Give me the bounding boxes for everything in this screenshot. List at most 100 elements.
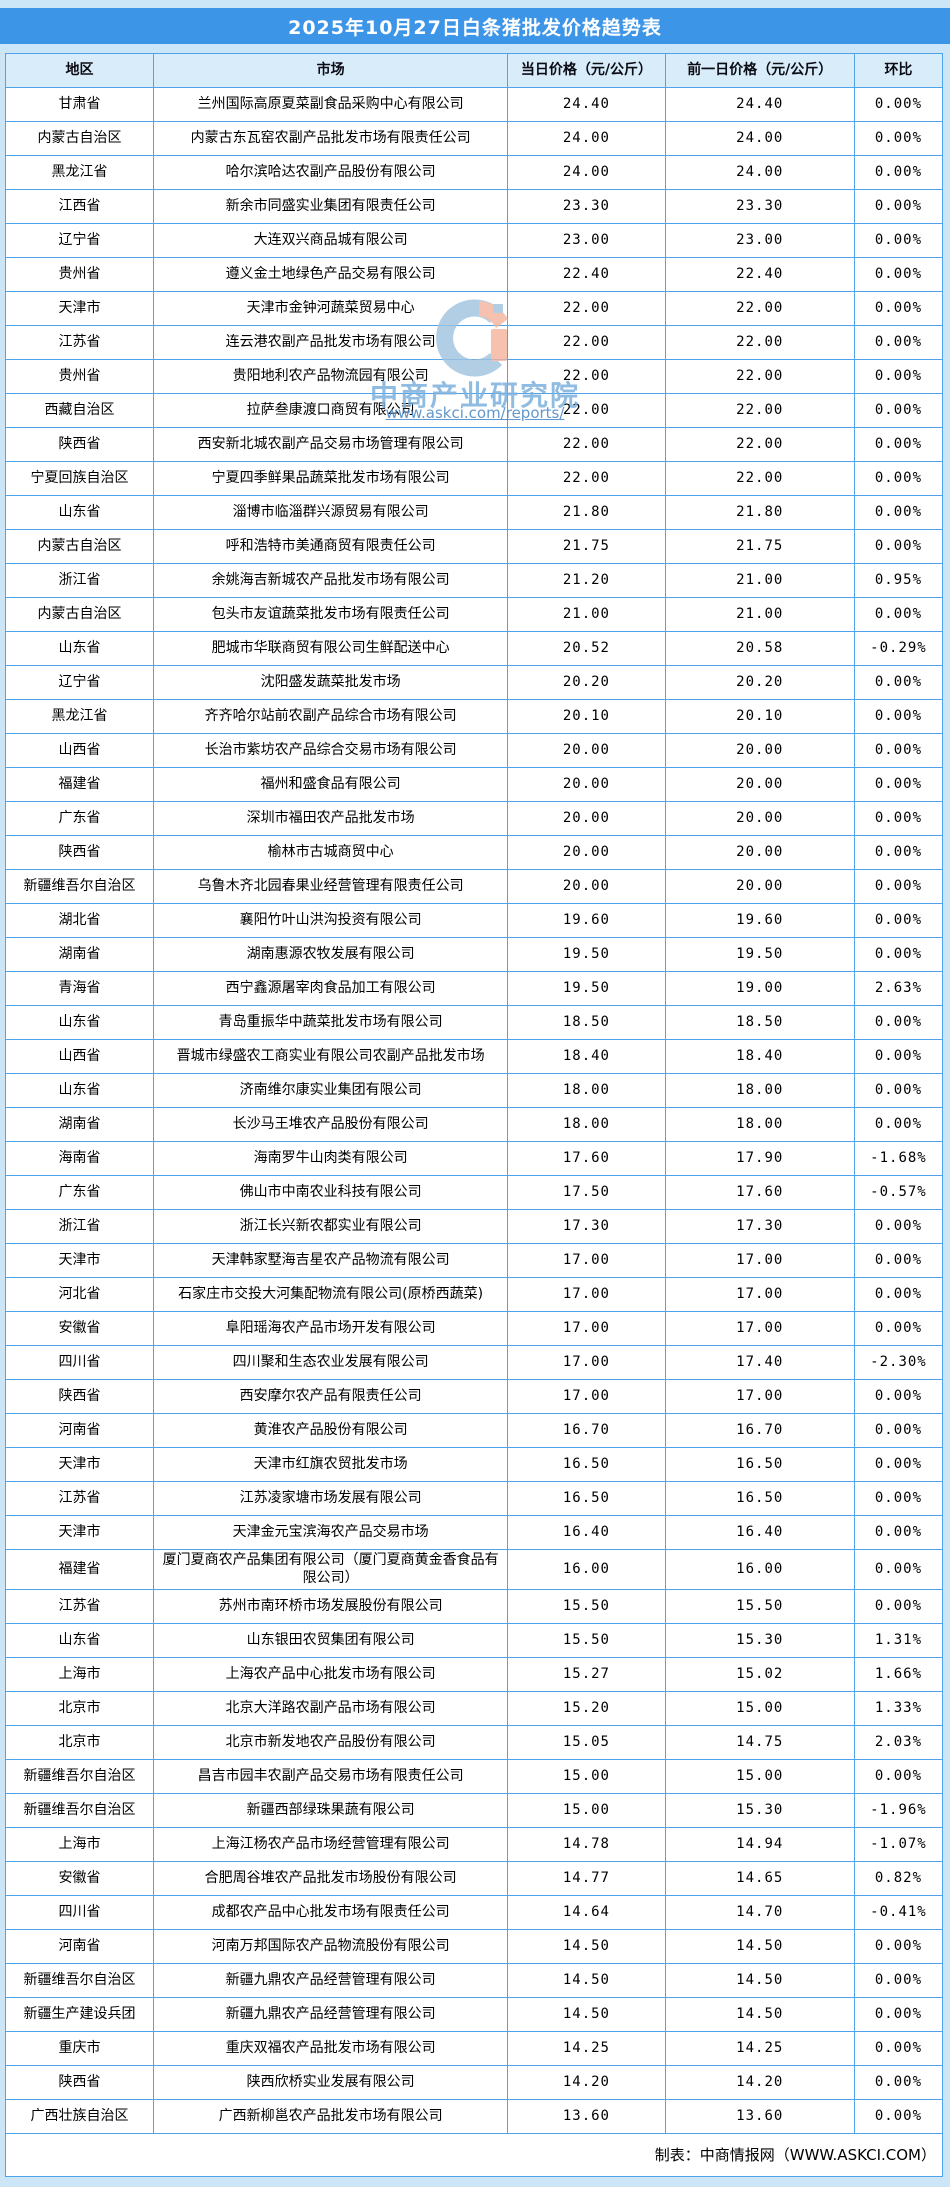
price-cell: 21.80: [507, 495, 666, 530]
page-title: 2025年10月27日白条猪批发价格趋势表: [0, 8, 950, 44]
prev-price-cell: 17.00: [664, 1243, 855, 1278]
prev-price-cell: 24.40: [664, 87, 855, 122]
change-cell: 0.00%: [853, 835, 944, 870]
price-cell: 14.50: [507, 1963, 666, 1998]
change-cell: 0.00%: [853, 869, 944, 904]
price-cell: 22.00: [507, 359, 666, 394]
table-row: 广东省 佛山市中南农业科技有限公司 17.50 17.60 -0.57%: [4, 1175, 944, 1210]
price-cell: 22.00: [507, 291, 666, 326]
table-row: 陕西省 榆林市古城商贸中心 20.00 20.00 0.00%: [4, 835, 944, 870]
price-cell: 17.00: [507, 1311, 666, 1346]
market-cell: 长治市紫坊农产品综合交易市场有限公司: [153, 733, 509, 768]
table-row: 天津市 天津市金钟河蔬菜贸易中心 22.00 22.00 0.00%: [4, 291, 944, 326]
region-cell: 四川省: [4, 1895, 155, 1930]
table-row: 山东省 济南维尔康实业集团有限公司 18.00 18.00 0.00%: [4, 1073, 944, 1108]
price-cell: 14.50: [507, 1929, 666, 1964]
region-cell: 江苏省: [4, 325, 155, 360]
region-cell: 贵州省: [4, 257, 155, 292]
table-row: 山西省 晋城市绿盛农工商实业有限公司农副产品批发市场 18.40 18.40 0.00%: [4, 1039, 944, 1074]
region-cell: 湖南省: [4, 937, 155, 972]
region-cell: 天津市: [4, 291, 155, 326]
price-cell: 14.20: [507, 2065, 666, 2100]
price-cell: 22.00: [507, 325, 666, 360]
price-cell: 16.40: [507, 1515, 666, 1550]
change-cell: 0.00%: [853, 801, 944, 836]
change-cell: 0.00%: [853, 1039, 944, 1074]
header-row: 地区 市场 当日价格（元/公斤） 前一日价格（元/公斤） 环比: [4, 53, 944, 88]
change-cell: -0.57%: [853, 1175, 944, 1210]
price-cell: 16.00: [507, 1549, 666, 1590]
table-row: 安徽省 阜阳瑶海农产品市场开发有限公司 17.00 17.00 0.00%: [4, 1311, 944, 1346]
price-cell: 14.64: [507, 1895, 666, 1930]
prev-price-cell: 21.00: [664, 597, 855, 632]
price-cell: 20.00: [507, 835, 666, 870]
table-row: 新疆生产建设兵团 新疆九鼎农产品经营管理有限公司 14.50 14.50 0.00%: [4, 1997, 944, 2032]
region-cell: 宁夏回族自治区: [4, 461, 155, 496]
change-cell: 0.00%: [853, 665, 944, 700]
column-header-region: 地区: [4, 53, 155, 88]
table-row: 广西壮族自治区 广西新柳邕农产品批发市场有限公司 13.60 13.60 0.00%: [4, 2099, 944, 2134]
region-cell: 江苏省: [4, 1589, 155, 1624]
region-cell: 山西省: [4, 1039, 155, 1074]
change-cell: 0.00%: [853, 2099, 944, 2134]
market-cell: 连云港农副产品批发市场有限公司: [153, 325, 509, 360]
price-cell: 23.30: [507, 189, 666, 224]
prev-price-cell: 19.00: [664, 971, 855, 1006]
region-cell: 湖南省: [4, 1107, 155, 1142]
market-cell: 浙江长兴新农都实业有限公司: [153, 1209, 509, 1244]
price-cell: 15.00: [507, 1793, 666, 1828]
market-cell: 遵义金土地绿色产品交易有限公司: [153, 257, 509, 292]
prev-price-cell: 22.00: [664, 359, 855, 394]
prev-price-cell: 22.00: [664, 461, 855, 496]
change-cell: 0.00%: [853, 1589, 944, 1624]
column-header-price: 当日价格（元/公斤）: [507, 53, 666, 88]
region-cell: 海南省: [4, 1141, 155, 1176]
table-row: 重庆市 重庆双福农产品批发市场有限公司 14.25 14.25 0.00%: [4, 2031, 944, 2066]
market-cell: 肥城市华联商贸有限公司生鲜配送中心: [153, 631, 509, 666]
region-cell: 河南省: [4, 1413, 155, 1448]
region-cell: 福建省: [4, 767, 155, 802]
market-cell: 长沙马王堆农产品股份有限公司: [153, 1107, 509, 1142]
change-cell: 0.00%: [853, 1073, 944, 1108]
prev-price-cell: 15.50: [664, 1589, 855, 1624]
market-cell: 襄阳竹叶山洪沟投资有限公司: [153, 903, 509, 938]
price-cell: 15.20: [507, 1691, 666, 1726]
price-cell: 22.00: [507, 461, 666, 496]
prev-price-cell: 14.50: [664, 1997, 855, 2032]
market-cell: 内蒙古东瓦窑农副产品批发市场有限责任公司: [153, 121, 509, 156]
prev-price-cell: 17.60: [664, 1175, 855, 1210]
price-cell: 22.00: [507, 427, 666, 462]
change-cell: 0.00%: [853, 1481, 944, 1516]
table-row: 湖南省 长沙马王堆农产品股份有限公司 18.00 18.00 0.00%: [4, 1107, 944, 1142]
change-cell: 0.00%: [853, 1243, 944, 1278]
prev-price-cell: 17.00: [664, 1379, 855, 1414]
market-cell: 西安摩尔农产品有限责任公司: [153, 1379, 509, 1414]
market-cell: 福州和盛食品有限公司: [153, 767, 509, 802]
price-cell: 14.78: [507, 1827, 666, 1862]
table-row: 黑龙江省 齐齐哈尔站前农副产品综合市场有限公司 20.10 20.10 0.00%: [4, 699, 944, 734]
price-cell: 15.50: [507, 1623, 666, 1658]
region-cell: 四川省: [4, 1345, 155, 1380]
market-cell: 广西新柳邕农产品批发市场有限公司: [153, 2099, 509, 2134]
prev-price-cell: 14.25: [664, 2031, 855, 2066]
prev-price-cell: 16.70: [664, 1413, 855, 1448]
prev-price-cell: 17.00: [664, 1277, 855, 1312]
market-cell: 成都农产品中心批发市场有限责任公司: [153, 1895, 509, 1930]
prev-price-cell: 14.50: [664, 1929, 855, 1964]
change-cell: 2.63%: [853, 971, 944, 1006]
change-cell: 0.00%: [853, 1447, 944, 1482]
table-row: 天津市 天津市红旗农贸批发市场 16.50 16.50 0.00%: [4, 1447, 944, 1482]
region-cell: 内蒙古自治区: [4, 597, 155, 632]
prev-price-cell: 15.02: [664, 1657, 855, 1692]
prev-price-cell: 16.00: [664, 1549, 855, 1590]
price-cell: 14.25: [507, 2031, 666, 2066]
price-cell: 17.00: [507, 1277, 666, 1312]
region-cell: 新疆维吾尔自治区: [4, 1793, 155, 1828]
market-cell: 海南罗牛山肉类有限公司: [153, 1141, 509, 1176]
change-cell: 1.66%: [853, 1657, 944, 1692]
region-cell: 陕西省: [4, 835, 155, 870]
price-cell: 21.75: [507, 529, 666, 564]
region-cell: 北京市: [4, 1691, 155, 1726]
prev-price-cell: 20.58: [664, 631, 855, 666]
